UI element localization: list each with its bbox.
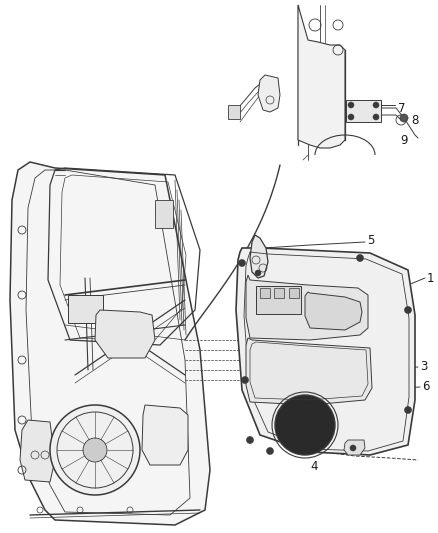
Polygon shape [258,75,280,112]
Circle shape [255,270,261,276]
Bar [274,288,284,298]
Circle shape [373,102,379,108]
Circle shape [352,445,358,451]
Bar [260,288,270,298]
Circle shape [348,102,354,108]
Polygon shape [10,162,210,525]
Circle shape [357,254,364,262]
Polygon shape [246,275,368,340]
Text: 2: 2 [332,261,339,273]
Circle shape [83,438,107,462]
Bar [289,288,299,298]
Polygon shape [246,338,372,405]
Polygon shape [298,5,345,148]
Circle shape [400,114,408,122]
Text: 4: 4 [310,459,318,472]
Bar [256,286,301,314]
Polygon shape [250,235,268,278]
Circle shape [350,445,356,451]
Polygon shape [305,292,362,330]
Circle shape [405,407,411,414]
Circle shape [241,376,248,384]
Circle shape [247,437,254,443]
Bar [346,100,381,122]
Polygon shape [20,420,55,482]
Text: 8: 8 [411,114,418,126]
Polygon shape [142,405,188,465]
Circle shape [50,405,140,495]
Text: 5: 5 [367,235,374,247]
Circle shape [373,114,379,120]
Bar [155,200,173,228]
Text: 6: 6 [422,379,430,392]
Text: 9: 9 [400,133,407,147]
Circle shape [405,306,411,313]
Circle shape [348,114,354,120]
Circle shape [266,448,273,455]
Polygon shape [236,248,415,455]
Polygon shape [95,310,155,358]
Polygon shape [344,440,365,455]
Circle shape [275,395,335,455]
Bar [228,105,240,119]
Circle shape [239,260,246,266]
Text: 7: 7 [398,101,406,115]
Text: 1: 1 [427,271,434,285]
Bar [68,295,103,323]
Text: 3: 3 [420,359,427,373]
